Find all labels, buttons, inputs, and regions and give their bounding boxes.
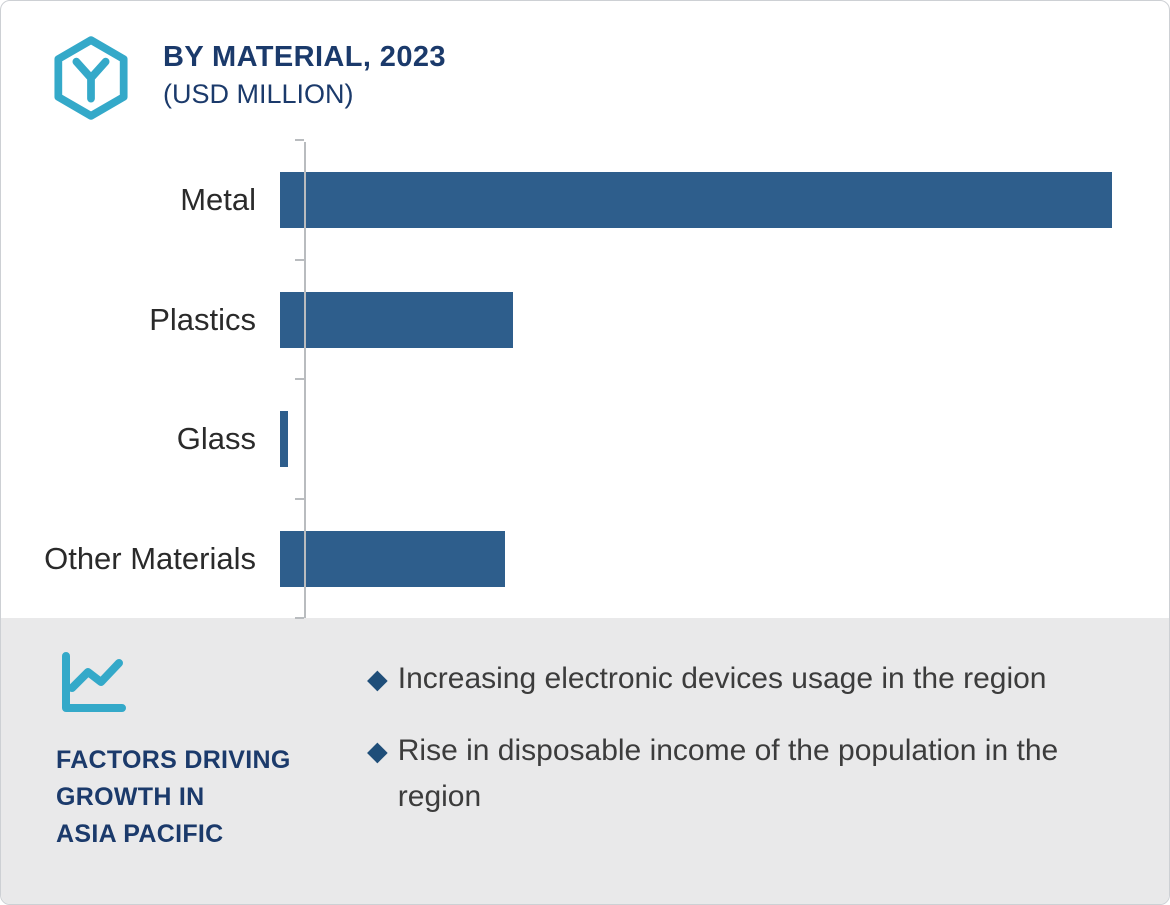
axis-tick <box>295 497 304 500</box>
hexagon-molecule-icon <box>47 35 135 121</box>
chart-row: Metal <box>1 140 1169 260</box>
diamond-bullet-icon: ◆ <box>367 664 388 695</box>
factors-panel: FACTORS DRIVING GROWTH IN ASIA PACIFIC ◆… <box>1 618 1169 904</box>
chart-header: BY MATERIAL, 2023 (USD MILLION) <box>1 1 1169 140</box>
value-axis <box>304 142 306 619</box>
chart-row: Other Materials <box>1 499 1169 619</box>
factors-heading: FACTORS DRIVING GROWTH IN ASIA PACIFIC <box>56 746 291 849</box>
axis-tick <box>295 617 304 620</box>
category-label: Other Materials <box>44 540 256 576</box>
chart-titles: BY MATERIAL, 2023 (USD MILLION) <box>163 35 446 110</box>
trend-line-chart-icon <box>56 648 361 716</box>
axis-tick <box>295 139 304 142</box>
chart-row: Glass <box>1 379 1169 499</box>
factors-bullet-list: ◆ Increasing electronic devices usage in … <box>361 648 1139 904</box>
bar <box>280 172 1112 229</box>
category-label: Metal <box>180 182 256 218</box>
factor-item: ◆ Rise in disposable income of the popula… <box>367 728 1139 820</box>
category-label: Plastics <box>149 301 256 337</box>
chart-title: BY MATERIAL, 2023 <box>163 41 446 73</box>
chart-subtitle: (USD MILLION) <box>163 79 354 109</box>
bar <box>280 530 505 587</box>
plot-area <box>280 172 1112 229</box>
plot-area <box>280 411 1112 468</box>
axis-tick <box>295 258 304 261</box>
factors-left-column: FACTORS DRIVING GROWTH IN ASIA PACIFIC <box>56 648 361 904</box>
chart-row: Plastics <box>1 260 1169 380</box>
bar <box>280 411 289 468</box>
axis-tick <box>295 378 304 381</box>
plot-area <box>280 530 1112 587</box>
plot-area <box>280 291 1112 348</box>
category-label: Glass <box>176 421 256 457</box>
factor-item: ◆ Increasing electronic devices usage in … <box>367 656 1139 702</box>
bar-chart: Metal Plastics Glass Other Materials <box>1 139 1169 620</box>
diamond-bullet-icon: ◆ <box>367 736 388 767</box>
factor-text: Increasing electronic devices usage in t… <box>397 662 1047 696</box>
factor-text: Rise in disposable income of the populat… <box>397 734 1059 814</box>
bar <box>280 291 513 348</box>
